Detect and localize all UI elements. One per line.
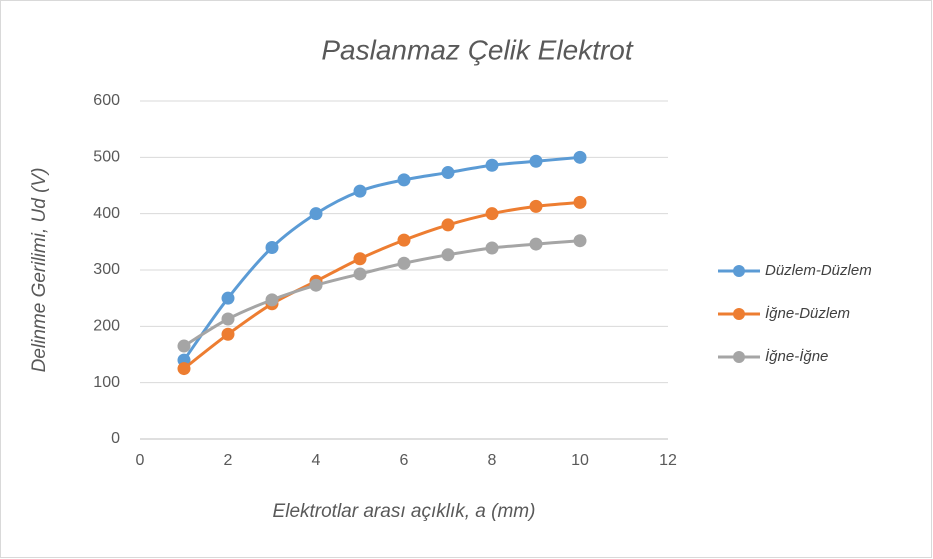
data-point [573, 195, 587, 209]
data-point [573, 150, 587, 164]
y-tick-label: 600 [93, 92, 120, 109]
y-tick-label: 200 [93, 318, 120, 335]
y-tick-label: 500 [93, 149, 120, 166]
legend-marker [733, 265, 745, 277]
data-point [309, 278, 323, 292]
data-point [221, 312, 235, 326]
legend-label: İğne-Düzlem [765, 305, 850, 322]
y-axis-label: Delinme Gerilimi, Ud (V) [29, 168, 50, 373]
data-point [485, 207, 499, 221]
data-point [353, 267, 367, 281]
x-tick-label: 0 [136, 452, 145, 469]
data-point [221, 291, 235, 305]
data-point [529, 237, 543, 251]
y-tick-label: 0 [111, 430, 120, 447]
series-line [183, 239, 581, 348]
data-point [265, 293, 279, 307]
data-point [485, 241, 499, 255]
x-tick-label: 12 [659, 452, 677, 469]
data-point [529, 199, 543, 213]
series-line [183, 200, 581, 370]
data-point [353, 252, 367, 266]
data-point [177, 339, 191, 353]
data-point [309, 207, 323, 221]
data-point [221, 327, 235, 341]
chart-title: Paslanmaz Çelik Elektrot [321, 34, 633, 65]
x-tick-label: 4 [312, 452, 321, 469]
data-point [177, 362, 191, 376]
x-tick-label: 8 [488, 452, 497, 469]
legend-label: İğne-İğne [765, 348, 828, 365]
x-tick-label: 10 [571, 452, 589, 469]
series-line [182, 155, 581, 362]
data-point [441, 218, 455, 232]
y-tick-label: 400 [93, 205, 120, 222]
data-point [265, 240, 279, 254]
legend-marker [733, 308, 745, 320]
data-point [529, 154, 543, 168]
x-tick-label: 6 [400, 452, 409, 469]
data-point [397, 173, 411, 187]
x-tick-label: 2 [224, 452, 233, 469]
data-point [485, 158, 499, 172]
data-point [397, 233, 411, 247]
legend-label: Düzlem-Düzlem [765, 262, 872, 279]
y-tick-label: 100 [93, 374, 120, 391]
data-point [573, 234, 587, 248]
data-point [353, 184, 367, 198]
data-point [441, 248, 455, 262]
y-tick-label: 300 [93, 261, 120, 278]
data-point [441, 166, 455, 180]
x-axis-label: Elektrotlar arası açıklık, a (mm) [273, 501, 536, 522]
legend-marker [733, 351, 745, 363]
data-point [397, 256, 411, 270]
